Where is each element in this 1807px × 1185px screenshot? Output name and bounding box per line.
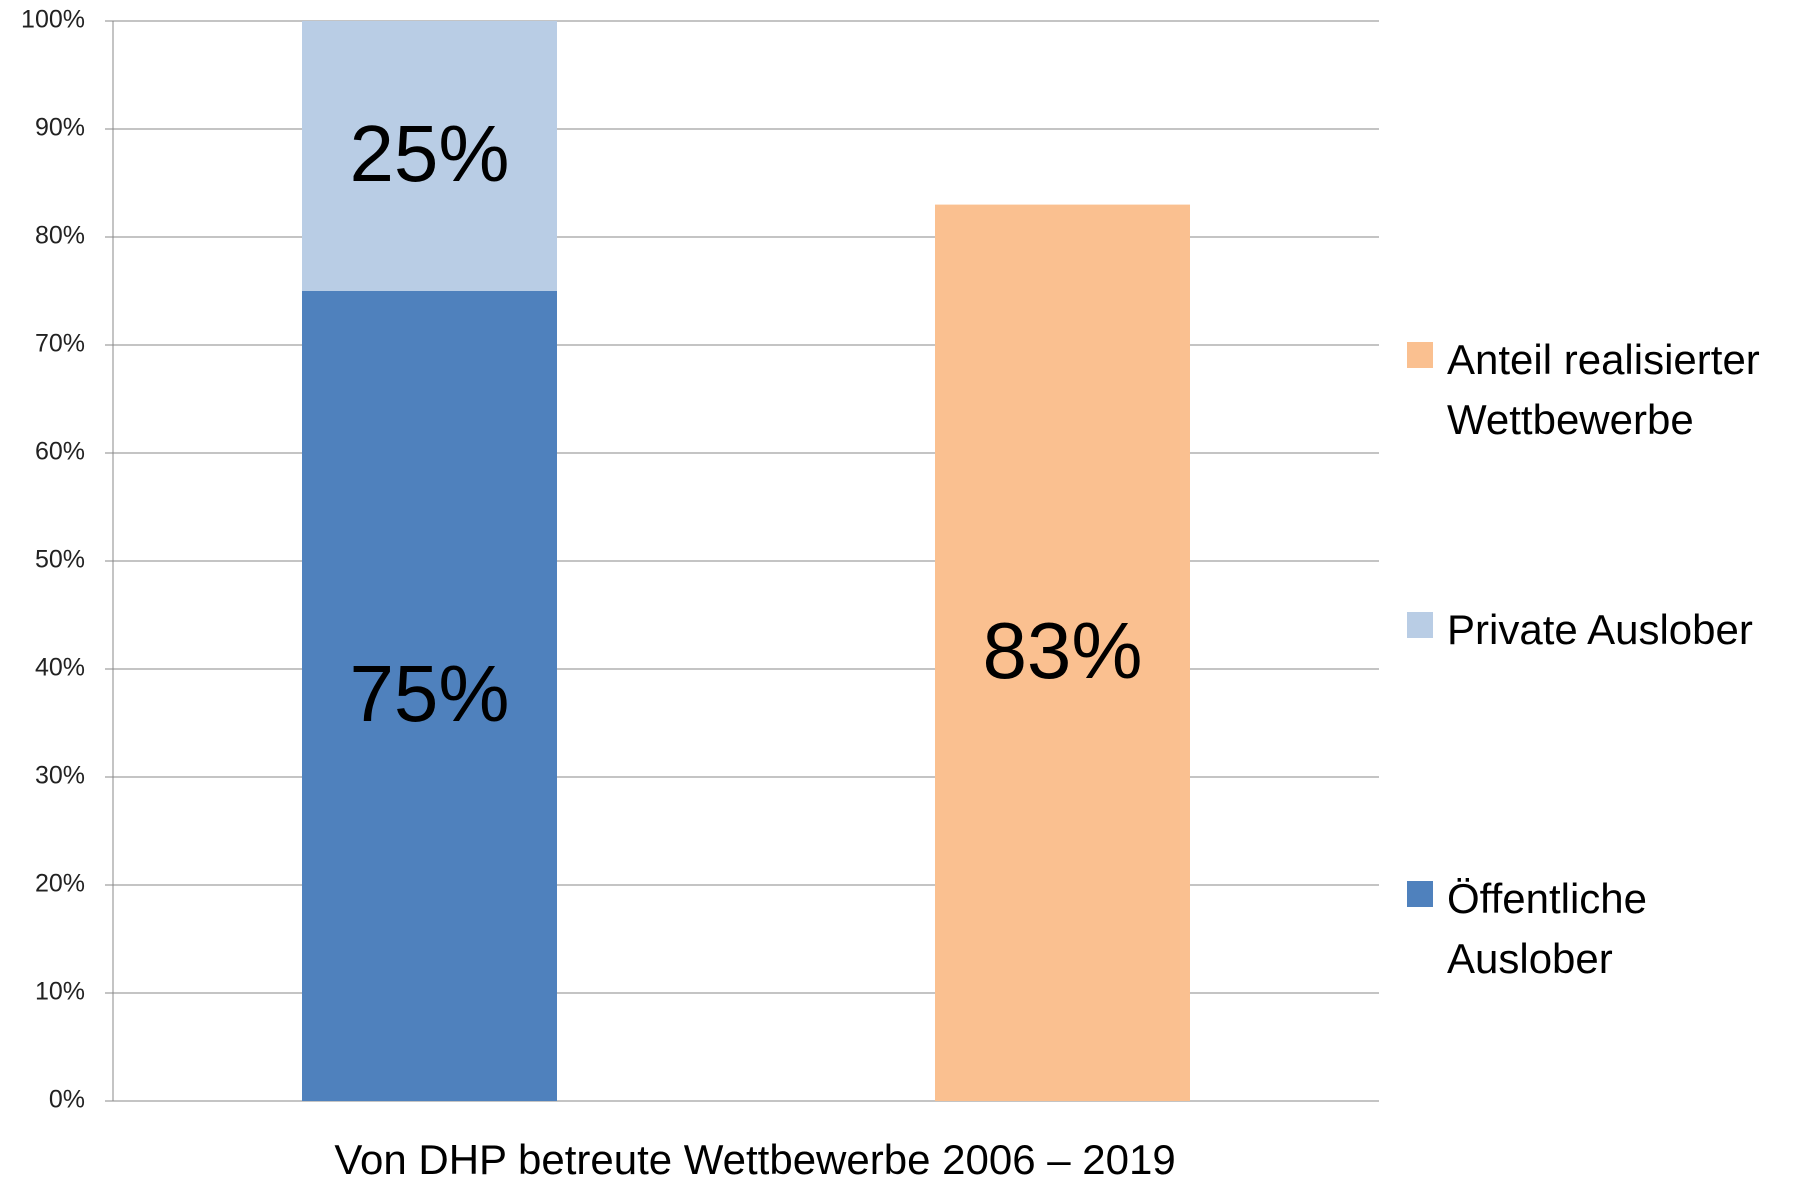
y-tick-label: 70% <box>35 330 85 358</box>
y-tick-label: 100% <box>21 6 85 34</box>
legend-label: Private Auslober <box>1447 606 1753 653</box>
legend-entry: Öffentliche Auslober <box>1407 869 1797 989</box>
y-tick-label: 90% <box>35 114 85 142</box>
bar-segment <box>302 291 557 1101</box>
x-axis-title: Von DHP betreute Wettbewerbe 2006 – 2019 <box>334 1136 1175 1183</box>
legend-label: Anteil realisierter Wettbewerbe <box>1447 336 1760 443</box>
y-tick-label: 40% <box>35 654 85 682</box>
legend-label: Öffentliche Auslober <box>1447 875 1648 982</box>
y-tick-label: 60% <box>35 438 85 466</box>
data-label: 83% <box>982 606 1142 695</box>
y-tick-label: 30% <box>35 762 85 790</box>
legend-swatch <box>1407 612 1433 638</box>
y-tick-label: 50% <box>35 546 85 574</box>
bar-segment <box>302 21 557 291</box>
legend-entry: Private Auslober <box>1407 600 1797 660</box>
y-tick-label: 0% <box>49 1086 85 1114</box>
legend-entry: Anteil realisierter Wettbewerbe <box>1407 330 1797 450</box>
legend-swatch <box>1407 342 1433 368</box>
legend-swatch <box>1407 881 1433 907</box>
data-label: 25% <box>349 109 509 198</box>
bar-segment <box>935 204 1190 1102</box>
data-label: 75% <box>349 649 509 738</box>
y-tick-label: 10% <box>35 978 85 1006</box>
y-tick-label: 80% <box>35 222 85 250</box>
y-tick-label: 20% <box>35 870 85 898</box>
